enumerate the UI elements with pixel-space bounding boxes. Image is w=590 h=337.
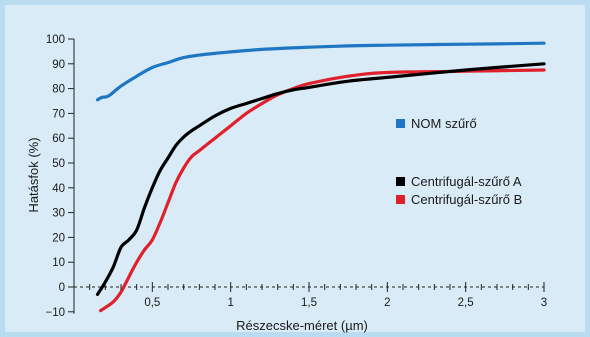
- y-tick-label: 30: [52, 208, 65, 220]
- y-tick-label: 80: [52, 84, 65, 96]
- y-tick-label: 70: [52, 108, 65, 120]
- x-tick-label: 1: [227, 297, 233, 309]
- y-tick-label: 0: [59, 282, 65, 294]
- chart-background: [5, 5, 585, 332]
- centrifugal-filter-a-legend-label: Centrifugál-szűrő A: [411, 174, 522, 189]
- x-tick-label: 1,5: [301, 297, 317, 309]
- x-tick-label: 2: [384, 297, 390, 309]
- y-tick-label: 50: [52, 158, 65, 170]
- y-tick-label: −10: [45, 307, 65, 319]
- x-axis-label: Részecske-méret (µm): [236, 318, 368, 333]
- centrifugal-filter-a-line: [95, 62, 546, 296]
- x-ticks-group: 0,5 1 1,5 2 2,5 3: [73, 282, 547, 309]
- y-tick-label: 90: [52, 59, 65, 71]
- centrifugal-filter-b-swatch: [396, 195, 405, 204]
- y-tick-label: 100: [46, 34, 65, 46]
- centrifugal-filter-a-swatch: [396, 177, 405, 186]
- x-tick-label: 2,5: [458, 297, 474, 309]
- series-group: [95, 41, 546, 313]
- nom-filter-line: [95, 41, 546, 102]
- centrifugal-filter-b-line: [99, 68, 546, 313]
- y-tick-label: 20: [52, 232, 65, 244]
- y-axis-label: Hatásfok (%): [26, 137, 41, 212]
- centrifugal-filter-b-legend-label: Centrifugál-szűrő B: [411, 192, 522, 207]
- x-tick-label: 0,5: [144, 297, 160, 309]
- x-tick-label: 3: [541, 297, 547, 309]
- legend: NOM szűrő Centrifugál-szűrő A Centrifugál-…: [396, 116, 522, 207]
- y-ticks-group: −10 0 10 20 30 40 50 60 70 80 90 100: [45, 34, 74, 319]
- y-tick-label: 40: [52, 183, 65, 195]
- y-tick-label: 60: [52, 133, 65, 145]
- nom-filter-legend-label: NOM szűrő: [411, 116, 477, 131]
- y-tick-label: 10: [52, 257, 65, 269]
- nom-filter-swatch: [396, 119, 405, 128]
